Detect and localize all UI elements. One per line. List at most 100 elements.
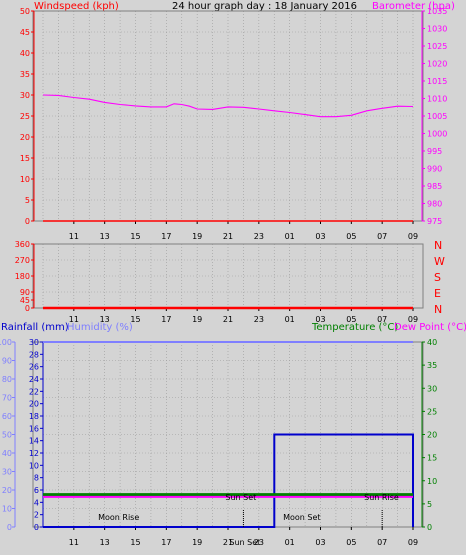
wind-barometer-panel: 11 13 15 17 19 21 23 01 03 05 07 090510152025303540… (20, 7, 448, 241)
x-tick-label: 01 (285, 538, 295, 547)
event-label: Sun Rise (364, 493, 399, 502)
x-tick-label: 19 (192, 232, 202, 241)
x-tick-label: 21 (223, 232, 233, 241)
temperature-axis-tick-label: 30 (427, 384, 437, 393)
humidity-axis-tick-label: 60 (2, 412, 12, 421)
x-tick-label: 21 (223, 538, 233, 547)
direction-axis-tick-label: 45 (20, 296, 30, 305)
event-label: Sun Set (229, 538, 260, 547)
dewpoint-axis-label: Dew Point (°C) (394, 322, 466, 333)
barometer-axis-tick-label: 980 (427, 200, 442, 209)
x-tick-label: 11 (69, 315, 79, 324)
windspeed-axis-tick-label: 10 (20, 175, 30, 184)
x-tick-label: 03 (315, 315, 325, 324)
x-tick-label: 17 (161, 315, 171, 324)
barometer-axis-tick-label: 975 (427, 217, 442, 226)
x-tick-label: 01 (285, 232, 295, 241)
humidity-axis-tick-label: 10 (2, 505, 12, 514)
windspeed-axis-tick-label: 25 (20, 112, 30, 121)
temperature-axis-tick-label: 0 (427, 523, 432, 532)
windspeed-axis-tick-label: 45 (20, 28, 30, 37)
rainfall-axis-tick-label: 0 (34, 523, 39, 532)
compass-label: N (434, 303, 442, 316)
event-label: Moon Set (283, 513, 320, 522)
rainfall-axis-tick-label: 30 (29, 338, 39, 347)
x-tick-label: 15 (130, 232, 140, 241)
direction-axis-tick-label: 0 (25, 304, 30, 313)
rainfall-axis-tick-label: 6 (34, 486, 39, 495)
rainfall-axis-tick-label: 16 (29, 424, 39, 433)
rainfall-axis-tick-label: 8 (34, 474, 39, 483)
humidity-axis-tick-label: 50 (2, 431, 12, 440)
x-tick-label: 03 (315, 538, 325, 547)
humidity-axis-tick-label: 20 (2, 486, 12, 495)
x-tick-label: 05 (346, 232, 356, 241)
x-tick-label: 03 (315, 232, 325, 241)
x-tick-label: 01 (285, 315, 295, 324)
windspeed-axis-tick-label: 50 (20, 7, 30, 16)
compass-label: E (434, 287, 441, 300)
compass-label: W (434, 255, 445, 268)
direction-axis-tick-label: 270 (15, 256, 30, 265)
x-tick-label: 15 (130, 538, 140, 547)
x-tick-label: 09 (408, 538, 418, 547)
temperature-axis-tick-label: 40 (427, 338, 437, 347)
temperature-axis-tick-label: 15 (427, 454, 437, 463)
x-tick-label: 07 (377, 232, 387, 241)
rainfall-axis-tick-label: 24 (29, 375, 39, 384)
barometer-axis-tick-label: 990 (427, 165, 442, 174)
humidity-axis-tick-label: 30 (2, 468, 12, 477)
x-tick-label: 09 (408, 315, 418, 324)
rainfall-axis-tick-label: 10 (29, 461, 39, 470)
rainfall-axis-tick-label: 26 (29, 363, 39, 372)
x-tick-label: 21 (223, 315, 233, 324)
x-tick-label: 05 (346, 538, 356, 547)
series-barometer-hpa- (42, 94, 414, 118)
x-tick-label: 23 (254, 538, 264, 547)
event-label: Sun Set (225, 493, 256, 502)
rainfall-axis-tick-label: 4 (34, 498, 39, 507)
direction-axis-tick-label: 90 (20, 288, 30, 297)
windspeed-axis-label: Windspeed (kph) (34, 1, 119, 12)
humidity-axis-tick-label: 0 (7, 523, 12, 532)
barometer-axis-tick-label: 1005 (427, 112, 447, 121)
compass-label: N (434, 239, 442, 252)
temperature-axis-tick-label: 25 (427, 407, 437, 416)
barometer-axis-tick-label: 1010 (427, 95, 447, 104)
windspeed-axis-tick-label: 0 (25, 217, 30, 226)
barometer-axis-tick-label: 1025 (427, 42, 447, 51)
barometer-axis-tick-label: 1015 (427, 77, 447, 86)
barometer-axis-tick-label: 995 (427, 147, 442, 156)
x-tick-label: 23 (254, 315, 264, 324)
rain-humidity-temperature-panel: 11 13 15 17 19 21 23 01 03 05 07 090102030405060708… (0, 338, 437, 547)
x-tick-label: 11 (69, 232, 79, 241)
x-tick-label: 13 (100, 232, 110, 241)
barometer-axis-tick-label: 985 (427, 182, 442, 191)
direction-axis-tick-label: 180 (15, 272, 30, 281)
rainfall-axis-tick-label: 18 (29, 412, 39, 421)
barometer-axis-label: Barometer (hpa) (372, 1, 455, 12)
compass-label: S (434, 271, 441, 284)
x-tick-label: 23 (254, 232, 264, 241)
x-tick-label: 07 (377, 538, 387, 547)
chart-title: 24 hour graph day : 18 January 2016 (172, 1, 357, 12)
barometer-axis-tick-label: 1030 (427, 25, 447, 34)
x-tick-label: 13 (100, 315, 110, 324)
humidity-axis-tick-label: 90 (2, 357, 12, 366)
x-tick-label: 11 (69, 538, 79, 547)
humidity-axis-tick-label: 40 (2, 449, 12, 458)
x-tick-label: 09 (408, 232, 418, 241)
humidity-axis-tick-label: 70 (2, 394, 12, 403)
x-tick-label: 17 (161, 232, 171, 241)
x-tick-label: 19 (192, 315, 202, 324)
windspeed-axis-tick-label: 40 (20, 49, 30, 58)
rainfall-axis-tick-label: 28 (29, 350, 39, 359)
rainfall-axis-label: Rainfall (mm) (1, 322, 69, 333)
rainfall-axis-tick-label: 14 (29, 437, 39, 446)
windspeed-axis-tick-label: 15 (20, 154, 30, 163)
x-tick-label: 13 (100, 538, 110, 547)
temperature-axis-tick-label: 5 (427, 500, 432, 509)
